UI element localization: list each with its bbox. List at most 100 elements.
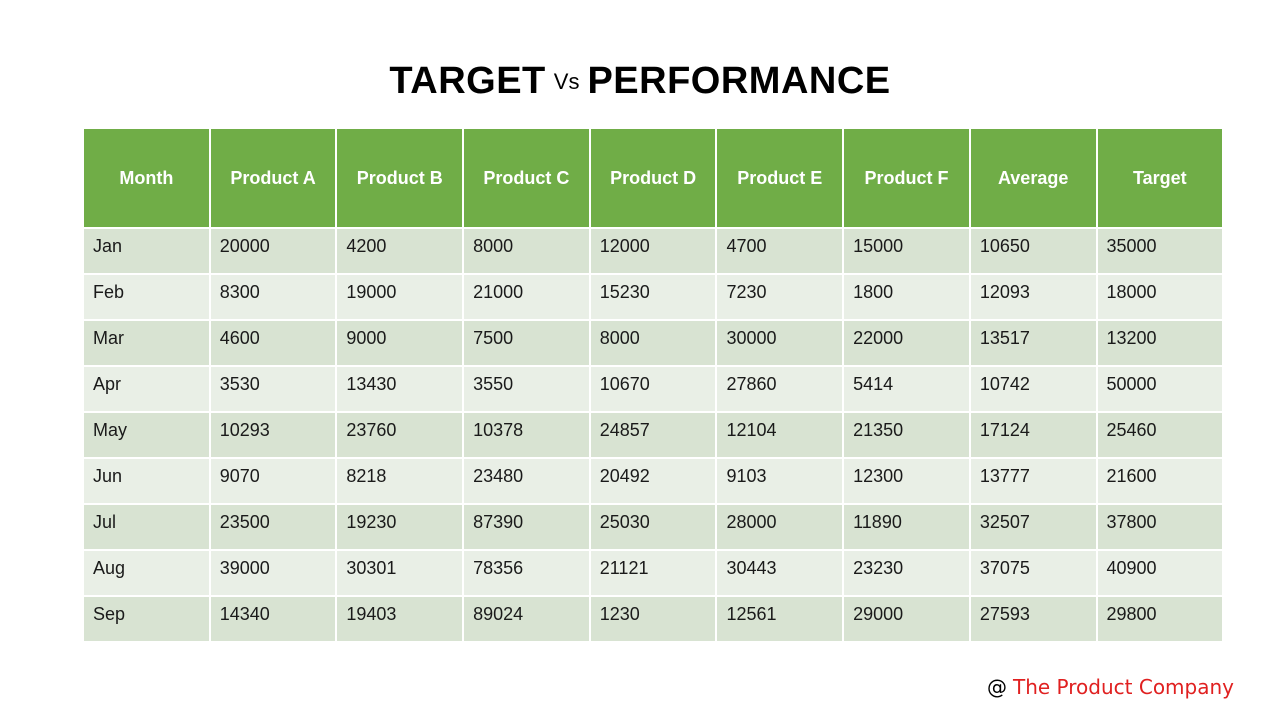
- column-header: Target: [1095, 127, 1225, 229]
- value-cell: 12561: [715, 595, 845, 643]
- column-header: Product E: [715, 127, 845, 229]
- value-cell: 13200: [1095, 319, 1225, 367]
- value-cell: 21600: [1095, 457, 1225, 505]
- value-cell: 20492: [588, 457, 718, 505]
- column-header: Product C: [462, 127, 591, 229]
- value-cell: 10650: [968, 227, 1098, 275]
- month-cell: Feb: [82, 273, 211, 321]
- column-header: Product A: [208, 127, 338, 229]
- value-cell: 8218: [335, 457, 465, 505]
- value-cell: 13517: [968, 319, 1098, 367]
- month-cell: Aug: [82, 549, 211, 597]
- value-cell: 27593: [968, 595, 1098, 643]
- value-cell: 23500: [208, 503, 338, 551]
- month-cell: Jan: [82, 227, 211, 275]
- month-cell: Apr: [82, 365, 211, 413]
- title-performance: PERFORMANCE: [587, 60, 891, 102]
- value-cell: 10293: [208, 411, 338, 459]
- value-cell: 89024: [462, 595, 591, 643]
- column-header: Average: [968, 127, 1098, 229]
- table-row: Sep 14340 19403 89024 1230 12561 29000 27593 298…: [82, 595, 1225, 643]
- value-cell: 22000: [842, 319, 971, 367]
- title-target: TARGET: [389, 60, 546, 102]
- table-row: Jul 23500 19230 87390 25030 28000 11890 32507 37…: [82, 503, 1225, 551]
- value-cell: 25460: [1095, 411, 1225, 459]
- column-header: Product D: [588, 127, 718, 229]
- value-cell: 17124: [968, 411, 1098, 459]
- value-cell: 9000: [335, 319, 465, 367]
- table-row: Jan 20000 4200 8000 12000 4700 15000 10650 35000: [82, 227, 1225, 275]
- value-cell: 29000: [842, 595, 971, 643]
- value-cell: 87390: [462, 503, 591, 551]
- value-cell: 14340: [208, 595, 338, 643]
- month-cell: Jul: [82, 503, 211, 551]
- value-cell: 15230: [588, 273, 718, 321]
- at-symbol: @: [987, 675, 1007, 699]
- table-body: Jan 20000 4200 8000 12000 4700 15000 10650 35000…: [82, 227, 1225, 643]
- value-cell: 10378: [462, 411, 591, 459]
- value-cell: 1800: [842, 273, 971, 321]
- value-cell: 25030: [588, 503, 718, 551]
- value-cell: 12000: [588, 227, 718, 275]
- value-cell: 30443: [715, 549, 845, 597]
- target-performance-table: Month Product A Product B Product C Product …: [82, 127, 1225, 643]
- company-name: The Product Company: [1013, 675, 1234, 699]
- value-cell: 50000: [1095, 365, 1225, 413]
- value-cell: 35000: [1095, 227, 1225, 275]
- value-cell: 78356: [462, 549, 591, 597]
- value-cell: 28000: [715, 503, 845, 551]
- page-title: TARGET Vs PERFORMANCE: [0, 60, 1280, 103]
- value-cell: 19403: [335, 595, 465, 643]
- table-row: Feb 8300 19000 21000 15230 7230 1800 12093 18000: [82, 273, 1225, 321]
- month-cell: Sep: [82, 595, 211, 643]
- value-cell: 37800: [1095, 503, 1225, 551]
- table-header: Month Product A Product B Product C Product …: [82, 127, 1225, 229]
- value-cell: 15000: [842, 227, 971, 275]
- value-cell: 27860: [715, 365, 845, 413]
- value-cell: 3550: [462, 365, 591, 413]
- value-cell: 9070: [208, 457, 338, 505]
- value-cell: 12300: [842, 457, 971, 505]
- value-cell: 21000: [462, 273, 591, 321]
- table-row: Apr 3530 13430 3550 10670 27860 5414 10742 50000: [82, 365, 1225, 413]
- value-cell: 19230: [335, 503, 465, 551]
- value-cell: 32507: [968, 503, 1098, 551]
- value-cell: 4700: [715, 227, 845, 275]
- value-cell: 10670: [588, 365, 718, 413]
- value-cell: 13430: [335, 365, 465, 413]
- value-cell: 23760: [335, 411, 465, 459]
- value-cell: 5414: [842, 365, 971, 413]
- table-row: Jun 9070 8218 23480 20492 9103 12300 13777 21600: [82, 457, 1225, 505]
- table-row: May 10293 23760 10378 24857 12104 21350 17124 25…: [82, 411, 1225, 459]
- company-credit: @ The Product Company: [987, 675, 1234, 699]
- value-cell: 9103: [715, 457, 845, 505]
- value-cell: 4600: [208, 319, 338, 367]
- value-cell: 12104: [715, 411, 845, 459]
- value-cell: 12093: [968, 273, 1098, 321]
- value-cell: 19000: [335, 273, 465, 321]
- value-cell: 40900: [1095, 549, 1225, 597]
- table-container: Month Product A Product B Product C Product …: [82, 127, 1225, 643]
- value-cell: 20000: [208, 227, 338, 275]
- table-row: Aug 39000 30301 78356 21121 30443 23230 37075 40…: [82, 549, 1225, 597]
- value-cell: 37075: [968, 549, 1098, 597]
- value-cell: 23480: [462, 457, 591, 505]
- value-cell: 7230: [715, 273, 845, 321]
- value-cell: 3530: [208, 365, 338, 413]
- header-row: Month Product A Product B Product C Product …: [82, 127, 1225, 229]
- value-cell: 7500: [462, 319, 591, 367]
- value-cell: 30000: [715, 319, 845, 367]
- value-cell: 4200: [335, 227, 465, 275]
- value-cell: 8000: [588, 319, 718, 367]
- value-cell: 18000: [1095, 273, 1225, 321]
- value-cell: 24857: [588, 411, 718, 459]
- value-cell: 30301: [335, 549, 465, 597]
- value-cell: 29800: [1095, 595, 1225, 643]
- title-vs: Vs: [553, 69, 580, 94]
- value-cell: 1230: [588, 595, 718, 643]
- table-row: Mar 4600 9000 7500 8000 30000 22000 13517 13200: [82, 319, 1225, 367]
- value-cell: 21121: [588, 549, 718, 597]
- month-cell: Mar: [82, 319, 211, 367]
- value-cell: 13777: [968, 457, 1098, 505]
